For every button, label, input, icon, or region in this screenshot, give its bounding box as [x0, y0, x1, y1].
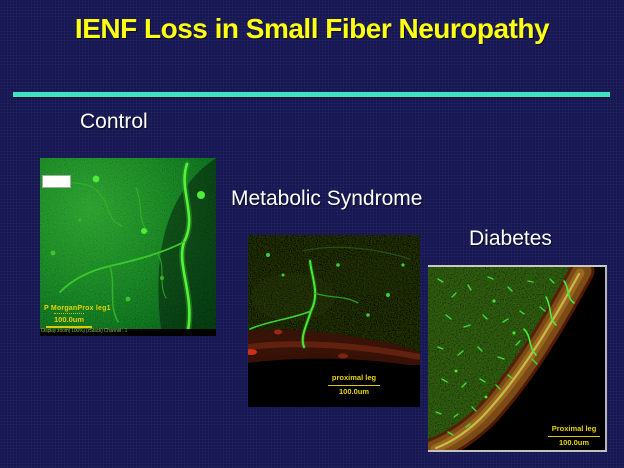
diabetes-micrograph: Proximal leg 100.0um [428, 265, 607, 452]
control-specimen-id: P MorganProx leg1 [44, 305, 111, 312]
diabetes-scale-label: 100.0um [558, 437, 590, 447]
control-micrograph: P MorganProx leg1 100.0um Display zoom( … [40, 158, 216, 336]
metabolic-scale-label: 100.0um [338, 386, 370, 396]
divider-line [13, 92, 610, 97]
metabolic-scale-line [328, 384, 380, 386]
metabolic-micrograph: proximal leg 100.0um [248, 235, 420, 407]
label-metabolic-syndrome: Metabolic Syndrome [231, 187, 423, 210]
control-scale-label: 100.0um [53, 315, 85, 324]
control-white-scale-bar [42, 175, 71, 188]
diabetes-site-label: Proximal leg [551, 424, 597, 433]
control-scale-bar: 100.0um [46, 313, 92, 328]
control-scale-tick-line [54, 313, 84, 314]
metabolic-site-label: proximal leg [331, 373, 377, 382]
metabolic-micrograph-art [248, 235, 420, 407]
diabetes-scale-line [548, 435, 600, 437]
metabolic-scale-bar: proximal leg 100.0um [328, 374, 380, 395]
diabetes-scale-bar: Proximal leg 100.0um [548, 425, 600, 446]
diabetes-micrograph-art [428, 267, 605, 450]
slide-title: IENF Loss in Small Fiber Neuropathy [74, 13, 550, 44]
label-diabetes: Diabetes [469, 227, 552, 250]
control-scale-underline [46, 325, 92, 328]
label-control: Control [80, 110, 148, 133]
control-status-line: Display zoom( 100%) (zStack) Channel : 1 [41, 328, 128, 334]
